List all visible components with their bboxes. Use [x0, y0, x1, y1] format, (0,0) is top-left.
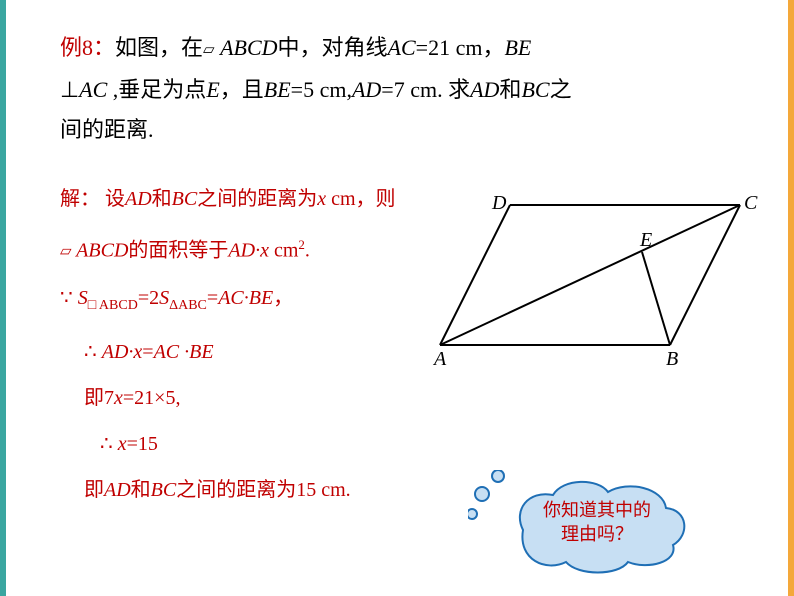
- example-label: 例8：: [60, 35, 115, 60]
- thought-cloud: 你知道其中的 理由吗？: [468, 470, 698, 580]
- svg-text:A: A: [432, 348, 447, 370]
- geometry-svg: A B C D E: [420, 190, 760, 370]
- problem-text: 例8：如图，在▱ ABCD中，对角线AC=21 cm，BE ⊥AC ,垂足为点E…: [60, 28, 760, 150]
- sol-line-5: 即7x=21×5,: [84, 375, 760, 421]
- parallelogram-figure: A B C D E: [420, 190, 760, 370]
- cloud-text: 你知道其中的 理由吗？: [522, 498, 672, 546]
- sol-line-6: ∴ x=15: [100, 421, 760, 467]
- svg-text:C: C: [744, 192, 758, 214]
- svg-text:D: D: [491, 192, 507, 214]
- left-border: [0, 0, 6, 596]
- right-border: [788, 0, 794, 596]
- svg-text:B: B: [666, 348, 678, 370]
- svg-text:E: E: [639, 229, 652, 251]
